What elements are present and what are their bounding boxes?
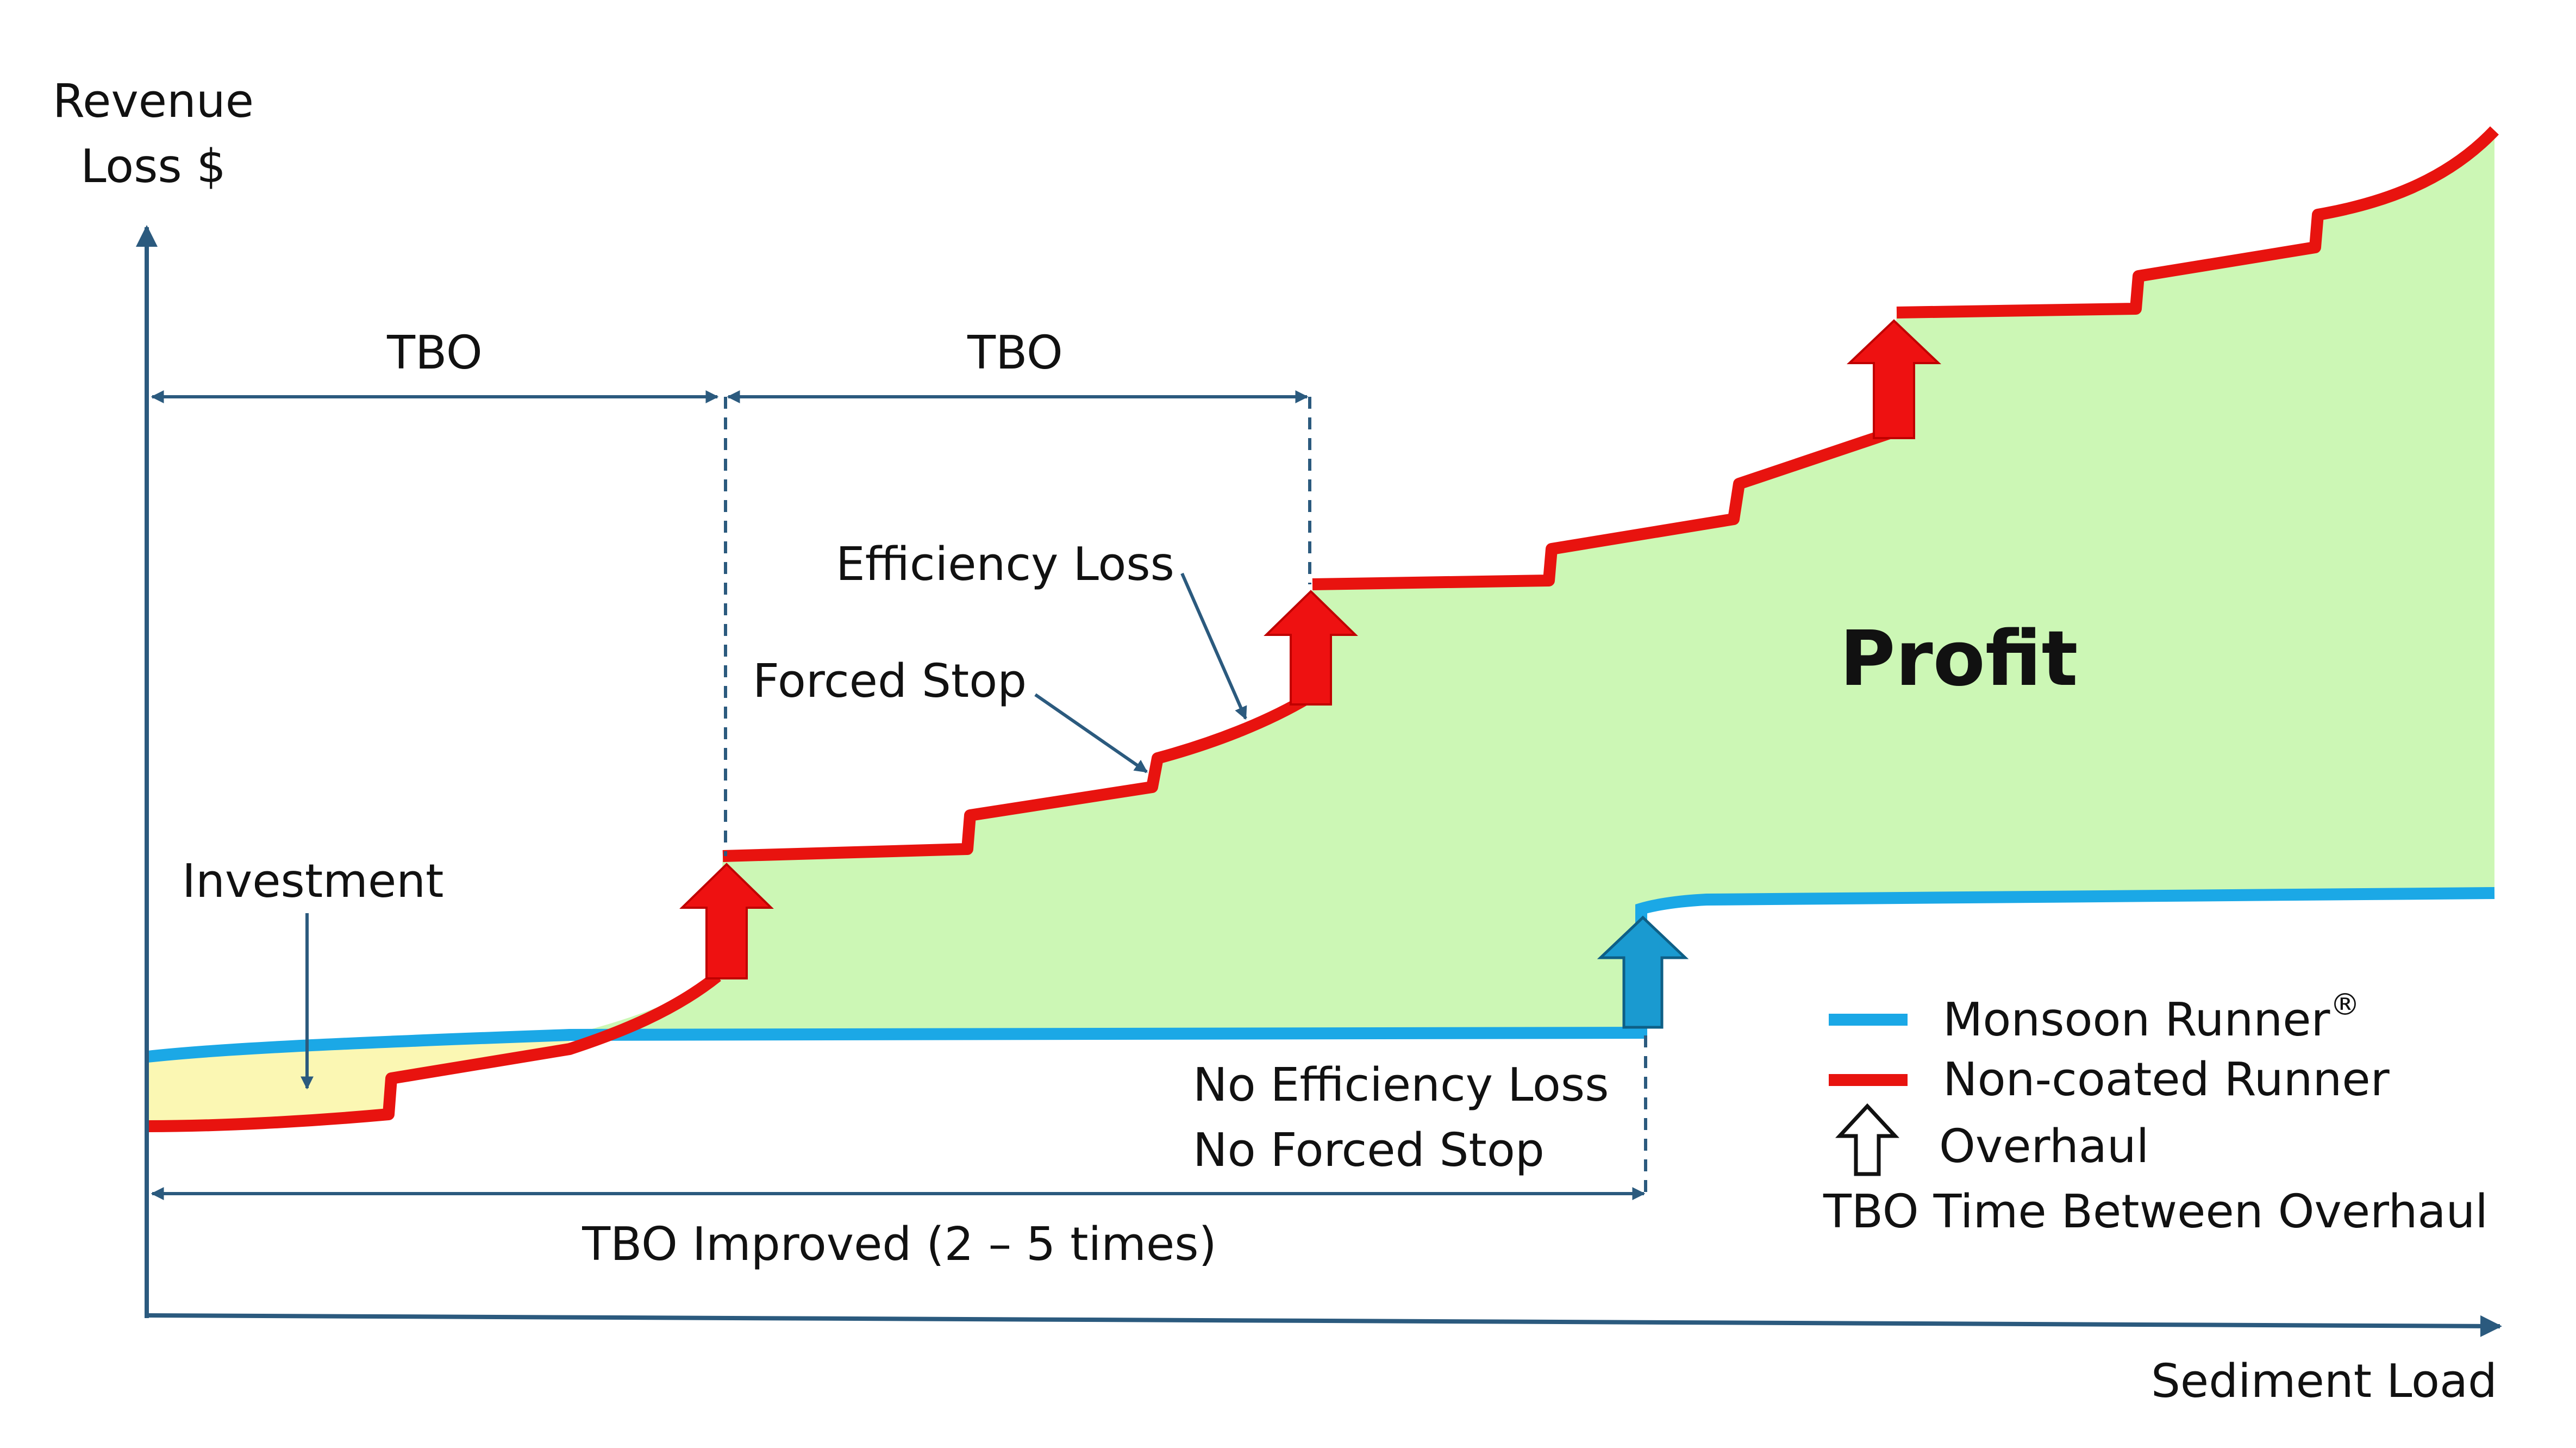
- overhaul-arrow-3: [1846, 319, 1942, 439]
- legend-overhaul-label: Overhaul: [1939, 1120, 2149, 1174]
- legend: Monsoon Runner® Non-coated Runner Overha…: [1823, 987, 2488, 1239]
- investment-area: [148, 1035, 570, 1126]
- overhaul-arrow-1: [679, 863, 774, 979]
- forced-stop-pointer: [1034, 693, 1148, 773]
- tbo-improved-label: TBO Improved (2 – 5 times): [582, 1218, 1217, 1271]
- profit-label: Profit: [1840, 615, 2078, 703]
- y-axis-label-line1: Revenue: [53, 74, 254, 128]
- up-arrow-outline-icon: [1835, 1103, 1900, 1176]
- no-efficiency-loss-label: No Efficiency Loss: [1193, 1058, 1609, 1112]
- tbo-second-label: TBO: [967, 326, 1063, 380]
- x-axis: [144, 1313, 2502, 1337]
- registered-mark: ®: [2330, 987, 2360, 1022]
- non-coated-runner-line: [147, 126, 2499, 1132]
- y-axis-label-line2: Loss $: [80, 140, 226, 194]
- legend-monsoon-runner-label: Monsoon Runner®: [1943, 987, 2360, 1047]
- efficiency-loss-label: Efficiency Loss: [836, 538, 1174, 591]
- forced-stop-label: Forced Stop: [753, 654, 1027, 708]
- no-forced-stop-label: No Forced Stop: [1193, 1124, 1545, 1177]
- legend-tbo-definition: TBO Time Between Overhaul: [1823, 1185, 2488, 1239]
- investment-label: Investment: [182, 854, 443, 908]
- legend-non-coated-runner-label: Non-coated Runner: [1943, 1053, 2390, 1107]
- overhaul-arrow-2: [1264, 590, 1358, 706]
- x-axis-label: Sediment Load: [2151, 1355, 2497, 1408]
- monsoon-runner-line: [147, 887, 2495, 1063]
- overhaul-arrow-monsoon: [1597, 915, 1689, 1029]
- efficiency-loss-pointer: [1180, 572, 1247, 720]
- tbo-first-label: TBO: [386, 326, 483, 380]
